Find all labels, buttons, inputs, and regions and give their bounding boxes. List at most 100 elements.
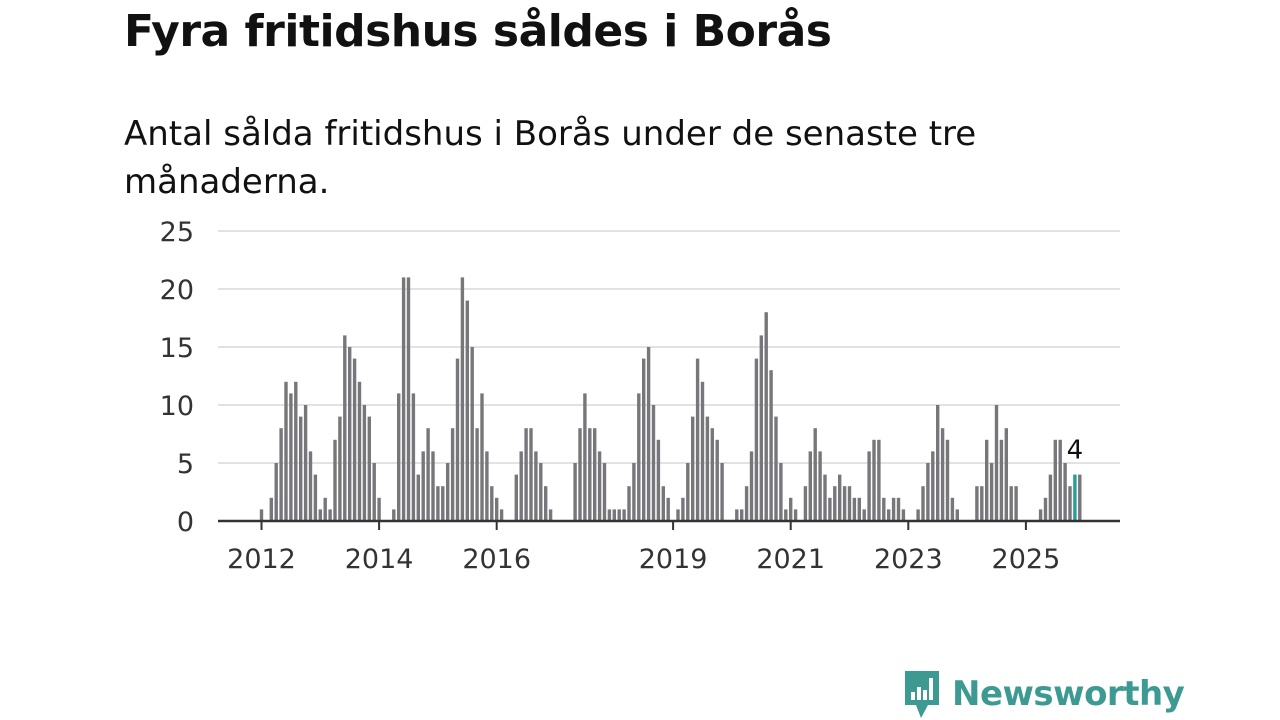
chart-bubble-icon (905, 671, 939, 718)
bar (279, 428, 283, 521)
bar (338, 416, 342, 521)
bar (637, 393, 641, 521)
bar (544, 486, 548, 521)
bar (754, 358, 759, 521)
bar (862, 509, 866, 521)
bar (357, 381, 362, 521)
bar (744, 486, 749, 521)
bar (1009, 486, 1013, 521)
bar (343, 335, 347, 521)
bar (411, 393, 416, 521)
bar (583, 393, 587, 521)
bar (485, 451, 489, 521)
bar (931, 451, 935, 521)
bar (882, 497, 886, 521)
bar (1043, 497, 1048, 521)
bar (269, 497, 273, 521)
bar (392, 509, 396, 521)
bar (475, 428, 479, 521)
bar (813, 428, 817, 521)
bar (1053, 439, 1057, 521)
bar (514, 474, 518, 521)
bar (377, 497, 381, 521)
bar (749, 451, 754, 521)
bar (887, 509, 891, 521)
bar (867, 451, 871, 521)
bar (627, 486, 631, 521)
x-tick-label: 2025 (992, 544, 1061, 575)
chart-title: Fyra fritidshus såldes i Borås (124, 6, 832, 57)
bar (367, 416, 371, 521)
bar (617, 509, 621, 521)
bar (877, 439, 881, 521)
y-tick-label: 10 (160, 391, 194, 422)
bar (333, 439, 337, 521)
bar (372, 463, 376, 521)
bar (406, 277, 411, 521)
bar (803, 486, 808, 521)
bar (1068, 486, 1072, 521)
bar (891, 497, 896, 521)
x-tick-label: 2012 (227, 544, 296, 575)
brand-name: Newsworthy (952, 674, 1185, 714)
bar (593, 428, 597, 521)
bar (289, 393, 293, 521)
bar (524, 428, 528, 521)
bar (1063, 463, 1067, 521)
bar (284, 381, 288, 521)
y-tick-label: 20 (160, 275, 194, 306)
bar (901, 509, 906, 521)
bar (764, 312, 768, 521)
bar (1038, 509, 1043, 521)
bar (980, 486, 984, 521)
bar (441, 486, 445, 521)
bar (318, 509, 322, 521)
bar (303, 405, 308, 521)
bar (779, 463, 783, 521)
bar (436, 486, 440, 521)
bar (642, 358, 646, 521)
bar (460, 277, 465, 521)
x-tick-label: 2021 (756, 544, 825, 575)
bar (622, 509, 626, 521)
bar (421, 451, 425, 521)
bar (847, 486, 852, 521)
bar (597, 451, 602, 521)
bar (480, 393, 484, 521)
bar (793, 509, 798, 521)
bar (789, 497, 793, 521)
bar (916, 509, 920, 521)
y-tick-label: 5 (177, 449, 194, 480)
bar (1073, 474, 1077, 521)
bar (299, 416, 303, 521)
bar (519, 451, 523, 521)
bar (896, 497, 901, 521)
bar (651, 405, 656, 521)
bar (450, 428, 455, 521)
brand-logo: Newsworthy (902, 668, 1185, 720)
bar (700, 381, 705, 521)
bar (632, 463, 636, 521)
bar (994, 405, 999, 521)
bar (691, 416, 695, 521)
bar (818, 451, 822, 521)
bar (666, 497, 670, 521)
bar (828, 497, 832, 521)
bar (578, 428, 582, 521)
bar (921, 486, 925, 521)
bar (720, 463, 724, 521)
bar (833, 486, 837, 521)
bar (872, 439, 876, 521)
bar (857, 497, 861, 521)
bar (784, 509, 788, 521)
bar (446, 463, 450, 521)
bar (681, 497, 685, 521)
bar (602, 463, 607, 521)
bar (612, 509, 616, 521)
bar (397, 393, 401, 521)
bar (661, 486, 665, 521)
bar (607, 509, 612, 521)
bar (676, 509, 680, 521)
bar (715, 439, 719, 521)
